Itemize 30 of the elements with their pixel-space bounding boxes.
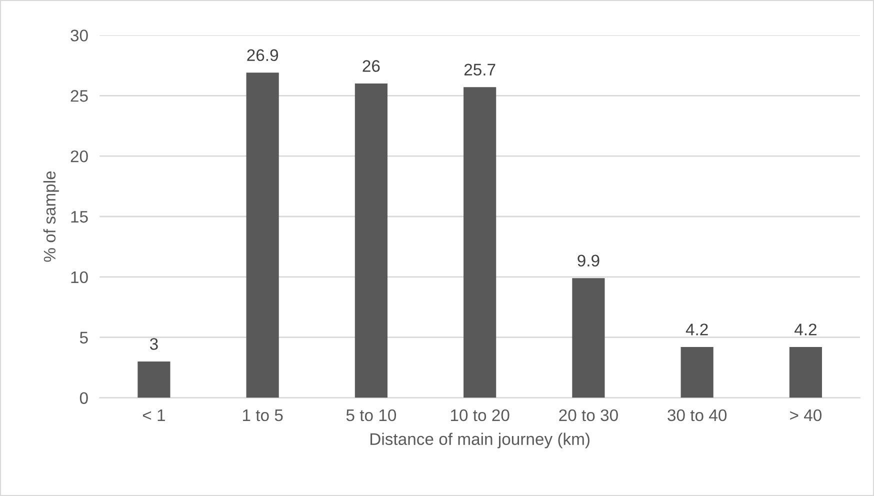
bar [246, 72, 279, 398]
bar [789, 347, 822, 398]
data-label: 4.2 [794, 324, 816, 336]
y-tick-label: 10 [71, 271, 88, 284]
x-tick-label: < 1 [142, 410, 165, 421]
bar [572, 278, 605, 398]
bar [680, 347, 714, 398]
y-axis-title: % of sample [43, 171, 59, 262]
x-axis-title: Distance of main journey (km) [370, 432, 590, 448]
data-label: 26.9 [247, 49, 278, 62]
y-tick-label: 30 [70, 30, 88, 42]
bar [138, 362, 170, 398]
x-tick-label: 10 to 20 [450, 409, 510, 422]
y-tick-label: 20 [70, 150, 88, 162]
data-label: 9.9 [578, 254, 600, 267]
x-tick-label: 30 to 40 [668, 409, 727, 422]
data-label: 4.2 [686, 324, 708, 336]
x-tick-label: 20 to 30 [559, 409, 618, 422]
y-tick-label: 0 [80, 392, 88, 404]
data-label: 3 [150, 338, 158, 350]
x-tick-label: 1 to 5 [243, 410, 283, 422]
data-label: 25.7 [464, 64, 496, 76]
y-tick-label: 25 [70, 90, 88, 102]
y-tick-label: 5 [80, 332, 88, 344]
x-tick-label: 5 to 10 [346, 409, 396, 422]
x-tick-label: > 40 [790, 409, 822, 422]
data-label: 26 [362, 60, 380, 72]
bar [464, 87, 496, 398]
y-tick-label: 15 [71, 211, 88, 223]
bar [354, 84, 388, 398]
